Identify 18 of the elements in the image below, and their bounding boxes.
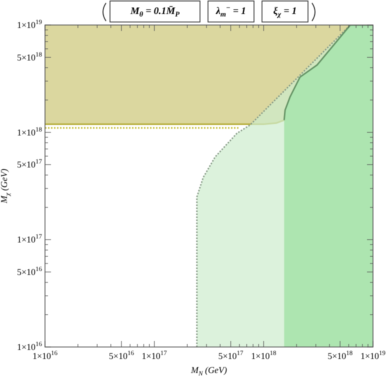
- y-tick-label: 1×10$^{16}$: [16, 341, 43, 352]
- x-tick-label: 5×10$^{18}$: [328, 350, 353, 361]
- x-tick-label: 1×10$^{19}$: [360, 350, 386, 361]
- x-tick-label: 5×10$^{17}$: [218, 350, 244, 361]
- x-axis-title: M$_{N}$ (GeV): [190, 365, 228, 378]
- x-tick-label: 1×10$^{16}$: [32, 350, 58, 361]
- y-tick-label: 1×10$^{17}$: [16, 234, 43, 245]
- text: λ$_{m}$$^{−}$ = 1: [214, 4, 246, 18]
- y-tick-label: 5×10$^{16}$: [16, 266, 43, 277]
- y-tick-label: 5×10$^{18}$: [16, 51, 42, 62]
- text: ξ$_{χ}$ = 1: [273, 6, 297, 18]
- text: M$_{θ}$ = 0.1M̄$_{P}$: [129, 6, 180, 18]
- y-tick-label: 1×10$^{18}$: [16, 126, 42, 138]
- x-tick-label: 1×10$^{17}$: [142, 350, 168, 361]
- x-tick-label: 5×10$^{16}$: [108, 350, 135, 361]
- y-tick-label: 1×10$^{19}$: [16, 19, 42, 30]
- x-tick-label: 1×10$^{18}$: [251, 350, 276, 361]
- y-tick-label: 5×10$^{17}$: [16, 158, 43, 170]
